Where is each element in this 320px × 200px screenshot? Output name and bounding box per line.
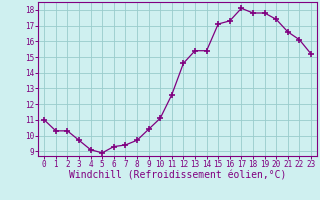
X-axis label: Windchill (Refroidissement éolien,°C): Windchill (Refroidissement éolien,°C) [69, 171, 286, 181]
